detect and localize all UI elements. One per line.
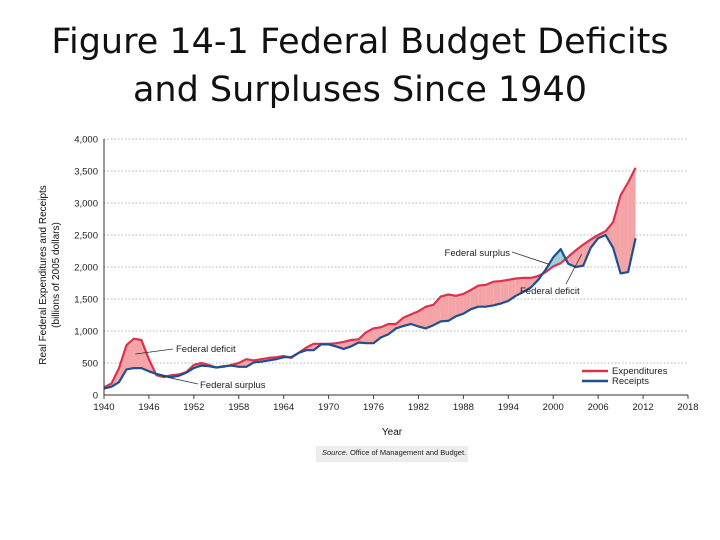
deficit-area bbox=[126, 338, 134, 370]
y-tick-label: 4,000 bbox=[74, 135, 98, 146]
deficit-surplus-fills bbox=[104, 167, 636, 389]
axis-tick-labels: 0 500 1,000 1,500 2,000 2,500 3,000 3,500 4,000 1… bbox=[74, 135, 698, 414]
deficit-area bbox=[373, 327, 382, 344]
series-lines bbox=[103, 167, 637, 390]
deficit-area bbox=[568, 250, 576, 267]
y-tick-label: 3,000 bbox=[74, 199, 98, 210]
source-text: Office of Management and Budget. bbox=[349, 448, 467, 457]
legend-label: Expenditures bbox=[612, 366, 668, 377]
x-tick-label: 1940 bbox=[93, 402, 114, 413]
deficit-area bbox=[463, 290, 471, 314]
deficit-area bbox=[515, 277, 524, 296]
chart-gridlines bbox=[104, 138, 688, 364]
x-axis-title: Year bbox=[382, 427, 403, 438]
deficit-area bbox=[440, 294, 449, 322]
deficit-area bbox=[508, 278, 516, 301]
annotation-label: Federal deficit bbox=[520, 286, 580, 297]
y-tick-label: 3,500 bbox=[74, 167, 98, 178]
expenditures-line bbox=[103, 167, 637, 389]
deficit-area bbox=[605, 222, 614, 248]
annotation-leader bbox=[160, 375, 199, 385]
deficit-area bbox=[425, 304, 434, 329]
x-tick-label: 2012 bbox=[633, 402, 654, 413]
x-tick-label: 1946 bbox=[138, 402, 159, 413]
y-tick-label: 1,500 bbox=[74, 295, 98, 306]
surplus-area bbox=[553, 249, 561, 267]
deficit-area bbox=[455, 293, 464, 317]
source-box bbox=[316, 446, 468, 462]
title-line-2: and Surpluses Since 1940 bbox=[132, 70, 588, 110]
annotation-leader bbox=[565, 254, 583, 285]
x-tick-label: 1970 bbox=[318, 402, 339, 413]
deficit-area bbox=[620, 182, 629, 274]
receipts-line bbox=[103, 233, 637, 390]
source-note: Source. Office of Management and Budget. bbox=[322, 448, 466, 457]
x-tick-label: 1994 bbox=[498, 402, 519, 413]
chart-axes bbox=[103, 139, 689, 399]
x-tick-label: 2000 bbox=[543, 402, 564, 413]
title-line-1: Figure 14-1 Federal Budget Deficits bbox=[51, 22, 669, 62]
x-tick-label: 1982 bbox=[408, 402, 429, 413]
y-tick-label: 2,500 bbox=[74, 231, 98, 242]
slide-title: Figure 14-1 Federal Budget Deficits and … bbox=[0, 18, 720, 114]
deficit-area bbox=[500, 279, 509, 304]
annotation-label: Federal surplus bbox=[200, 380, 266, 391]
y-tick-label: 1,000 bbox=[74, 327, 98, 338]
deficit-area bbox=[410, 311, 419, 327]
y-tick-label: 0 bbox=[93, 391, 98, 402]
y-axis-subtitle: (billions of 2005 dollars) bbox=[51, 222, 62, 328]
annotation-leader bbox=[135, 348, 174, 355]
x-tick-label: 2006 bbox=[588, 402, 609, 413]
deficit-area bbox=[470, 285, 479, 310]
x-tick-label: 1958 bbox=[228, 402, 249, 413]
annotation-leader bbox=[511, 251, 550, 265]
annotation-label: Federal surplus bbox=[445, 248, 511, 259]
y-axis-title: Real Federal Expenditures and Receipts bbox=[38, 185, 49, 365]
deficit-area bbox=[418, 306, 426, 329]
x-tick-label: 2018 bbox=[677, 402, 698, 413]
deficit-area bbox=[493, 281, 501, 306]
annotation-label: Federal deficit bbox=[176, 344, 236, 355]
legend-label: Receipts bbox=[612, 376, 649, 387]
chart-annotations: Federal deficit Federal surplus Federal su… bbox=[135, 248, 583, 391]
x-tick-label: 1964 bbox=[273, 402, 294, 413]
y-tick-label: 2,000 bbox=[74, 263, 98, 274]
x-tick-label: 1952 bbox=[183, 402, 204, 413]
deficit-area bbox=[478, 284, 486, 307]
deficit-area bbox=[448, 294, 456, 321]
x-tick-label: 1976 bbox=[363, 402, 384, 413]
y-tick-label: 500 bbox=[82, 359, 98, 370]
x-tick-label: 1988 bbox=[453, 402, 474, 413]
deficit-area bbox=[485, 281, 494, 307]
source-label: Source. bbox=[322, 448, 348, 457]
